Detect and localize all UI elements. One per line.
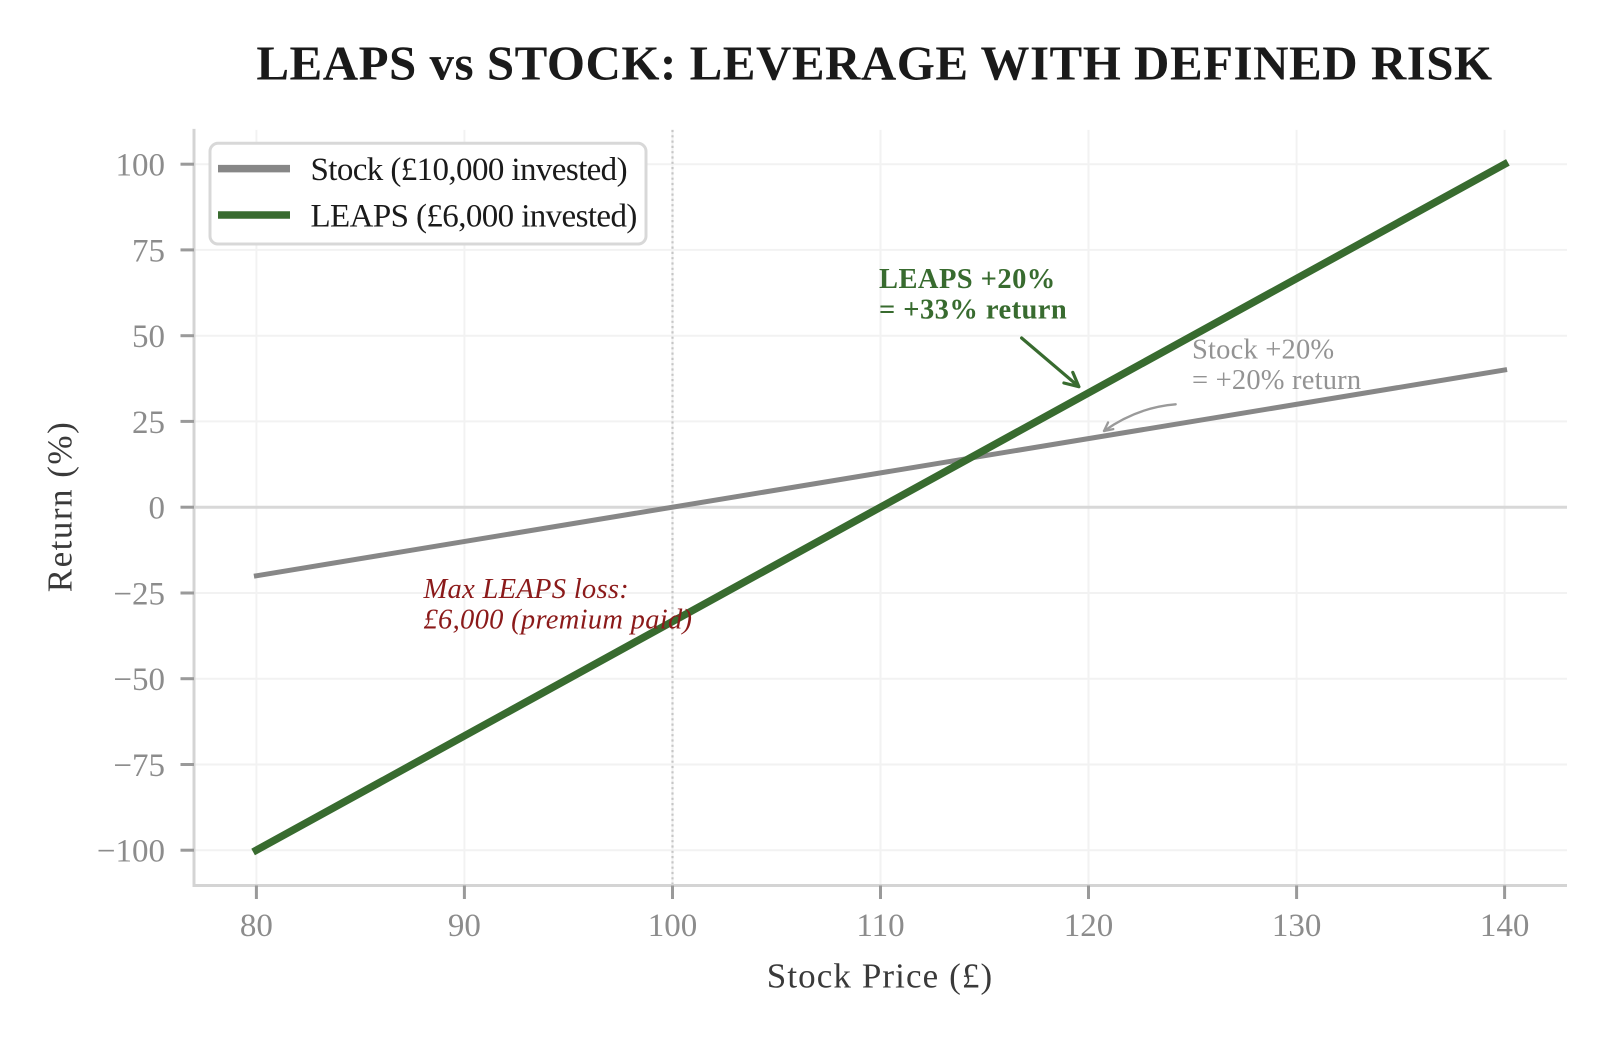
svg-text:Stock +20%: Stock +20% [1192, 335, 1334, 366]
svg-text:Stock Price (£): Stock Price (£) [767, 957, 993, 996]
svg-text:Stock (£10,000 invested): Stock (£10,000 invested) [311, 152, 627, 188]
svg-text:Return (%): Return (%) [41, 421, 80, 592]
svg-text:100: 100 [648, 908, 698, 944]
svg-text:100: 100 [116, 148, 166, 184]
svg-text:90: 90 [448, 908, 481, 944]
svg-text:75: 75 [132, 233, 165, 269]
svg-text:LEAPS (£6,000 invested): LEAPS (£6,000 invested) [311, 199, 637, 235]
svg-text:110: 110 [856, 908, 904, 944]
svg-text:120: 120 [1064, 908, 1114, 944]
svg-text:140: 140 [1480, 908, 1530, 944]
svg-text:= +20% return: = +20% return [1192, 365, 1361, 396]
svg-text:−100: −100 [97, 834, 165, 870]
svg-text:−50: −50 [113, 662, 165, 698]
svg-text:130: 130 [1272, 908, 1322, 944]
svg-text:0: 0 [149, 491, 166, 527]
svg-text:−75: −75 [113, 748, 165, 784]
svg-text:25: 25 [132, 405, 165, 441]
svg-text:LEAPS +20%: LEAPS +20% [879, 264, 1056, 295]
svg-text:Max LEAPS loss:: Max LEAPS loss: [423, 574, 630, 605]
svg-text:£6,000 (premium paid): £6,000 (premium paid) [424, 605, 693, 636]
svg-text:LEAPS vs STOCK: LEVERAGE WITH: LEAPS vs STOCK: LEVERAGE WITH DEFINED RI… [256, 35, 1492, 90]
svg-text:80: 80 [240, 908, 273, 944]
svg-text:50: 50 [132, 319, 165, 355]
svg-text:= +33% return: = +33% return [879, 295, 1067, 326]
svg-text:−25: −25 [113, 576, 165, 612]
